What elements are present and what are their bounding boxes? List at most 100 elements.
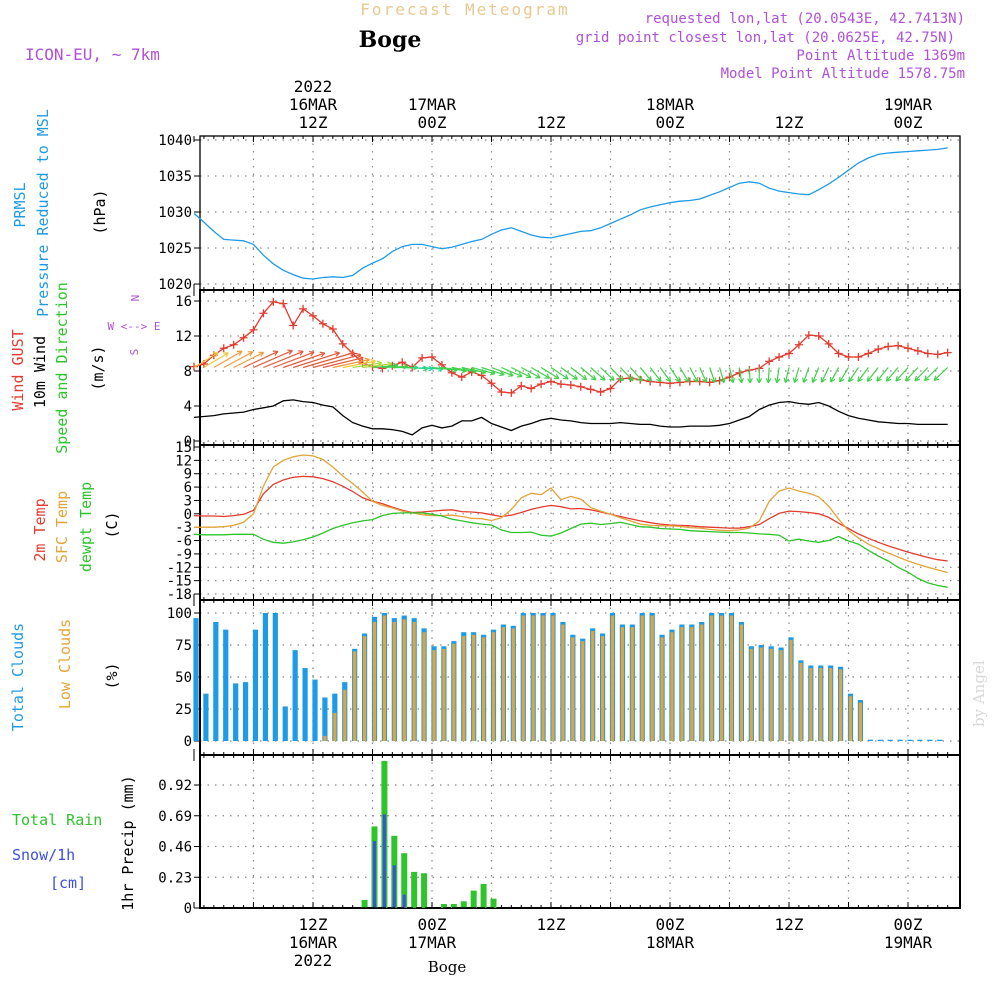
- y-tick-label: 15: [175, 440, 192, 456]
- low-cloud-bar: [353, 651, 357, 741]
- time-label-bottom: 00Z: [418, 915, 447, 934]
- wind-arrow-shaft: [839, 367, 850, 383]
- total-cloud-bar: [282, 706, 288, 741]
- wind-arrow-head: [563, 374, 569, 380]
- label-snow: Snow/1h: [12, 846, 75, 864]
- low-cloud-bar: [799, 662, 803, 741]
- gust-marker: [309, 311, 317, 320]
- time-label-top: 18MAR: [646, 95, 695, 114]
- time-label-bottom: 12Z: [775, 915, 804, 934]
- low-cloud-bar: [710, 615, 714, 741]
- low-cloud-bar: [600, 636, 605, 741]
- panel-1: 1020 1025 1030 1035 1040: [158, 133, 961, 293]
- low-cloud-bar: [700, 624, 704, 741]
- gust-marker: [646, 377, 655, 386]
- low-cloud-bar: [412, 621, 416, 741]
- wind-arrow-shaft: [738, 367, 743, 383]
- chart-title: Forecast Meteogram: [360, 0, 569, 19]
- low-cloud-bar: [452, 643, 456, 741]
- ylabel-ms: (m/s): [89, 345, 107, 390]
- wind-arrow-head: [628, 375, 634, 382]
- wind-arrow-head: [802, 377, 808, 383]
- wind-arrow-head: [618, 375, 624, 382]
- gust-marker: [794, 340, 803, 349]
- y-tick-label: 50: [175, 670, 192, 686]
- y-tick-label: 0: [184, 434, 192, 450]
- wind-arrow-shaft: [193, 352, 219, 369]
- compass-n: N: [129, 295, 142, 302]
- gust-marker: [943, 348, 952, 357]
- gust-marker: [517, 381, 526, 390]
- low-cloud-bar: [591, 630, 595, 741]
- model-altitude: Model Point Altitude 1578.75m: [721, 66, 965, 82]
- ylabel-gust: Wind GUST: [9, 329, 27, 410]
- low-cloud-bar: [749, 648, 753, 741]
- panel-frame: [199, 135, 961, 291]
- y-tick-label: -18: [167, 587, 192, 603]
- time-label-top: 12Z: [537, 113, 566, 132]
- footer-station: Boge: [428, 958, 467, 976]
- wind-arrow-shaft: [520, 366, 541, 379]
- wind-arrow-shaft: [481, 366, 505, 376]
- wind-arrows: [193, 349, 949, 384]
- wind-arrow-shaft: [689, 367, 699, 383]
- ylabel-low-clouds: Low Clouds: [56, 619, 74, 709]
- low-cloud-bar: [472, 634, 476, 741]
- gust-marker: [318, 319, 327, 328]
- series-line-0: [193, 147, 948, 280]
- y-tick-label: 1035: [158, 169, 192, 185]
- wind-arrow-head: [517, 372, 523, 378]
- wind-arrow-shaft: [776, 367, 780, 383]
- wind-arrow-head: [287, 349, 293, 355]
- y-tick-label: 3: [184, 493, 192, 509]
- series-group: [193, 613, 943, 741]
- low-cloud-bar: [838, 669, 843, 741]
- wind-arrow-head: [319, 351, 326, 358]
- wind-arrow-head: [535, 373, 541, 379]
- ylabel-percent: (%): [103, 662, 121, 689]
- rain-bar: [490, 898, 497, 908]
- gust-marker: [229, 340, 238, 349]
- total-cloud-bar: [292, 650, 298, 741]
- gust-marker: [547, 377, 555, 386]
- panel-frame: [199, 754, 961, 909]
- y-tick-label: 9: [184, 467, 192, 483]
- gust-marker: [834, 349, 843, 358]
- y-tick-label: 25: [175, 702, 192, 718]
- y-tick-label: 1025: [158, 241, 192, 257]
- wind-arrow-head: [674, 376, 681, 383]
- gust-marker: [814, 332, 823, 340]
- gust-marker: [923, 349, 932, 358]
- time-label-top: 12Z: [775, 113, 804, 132]
- series-line-10m: [193, 399, 948, 436]
- snow-bar: [382, 814, 386, 908]
- wind-arrow-head: [508, 371, 514, 377]
- time-label-top: 12Z: [299, 113, 328, 132]
- requested-coords: requested lon,lat (20.0543E, 42.7413N): [645, 11, 965, 27]
- low-cloud-bar: [343, 689, 347, 741]
- wind-arrow-shaft: [461, 366, 486, 374]
- y-tick-label: -6: [175, 534, 192, 550]
- wind-arrow-head: [720, 377, 726, 383]
- wind-arrow-shaft: [728, 367, 734, 383]
- snow-bar: [392, 865, 396, 908]
- wind-arrow-shaft: [243, 350, 279, 369]
- time-label-bottom: 17MAR: [408, 933, 457, 952]
- low-cloud-bar: [362, 636, 367, 741]
- wind-arrow-head: [830, 377, 836, 383]
- wind-arrow-head: [783, 377, 790, 384]
- series-group: [193, 454, 948, 588]
- total-cloud-bar: [262, 613, 269, 741]
- snow-bar: [402, 894, 406, 908]
- wind-arrow-shaft: [422, 366, 443, 370]
- low-cloud-bar: [739, 624, 744, 741]
- low-cloud-bar: [660, 637, 664, 741]
- wind-arrow-head: [223, 352, 229, 358]
- total-cloud-bar: [917, 739, 923, 741]
- panel-2: 0 4 8 12 16: [175, 289, 961, 450]
- low-cloud-bar: [571, 637, 575, 741]
- wind-arrow-head: [656, 376, 662, 382]
- rain-bar: [460, 901, 467, 908]
- wind-arrow-head: [599, 375, 606, 381]
